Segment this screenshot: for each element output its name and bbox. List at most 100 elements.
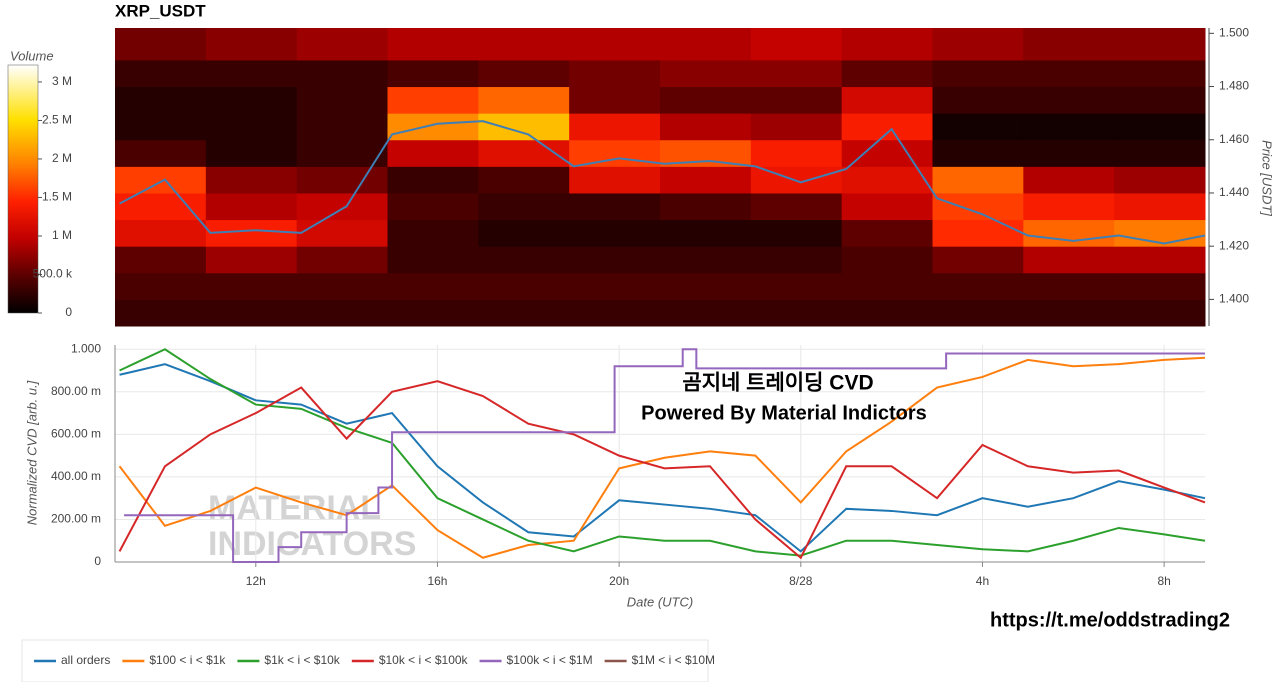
heatmap-cell xyxy=(660,192,752,221)
heatmap-cell xyxy=(841,139,933,167)
heatmap-cell xyxy=(115,139,207,167)
heatmap-cell xyxy=(115,272,207,300)
heatmap-cell xyxy=(660,113,752,141)
heatmap-cell xyxy=(478,113,570,141)
heatmap-cell xyxy=(205,113,298,141)
heatmap-cell xyxy=(296,139,388,167)
heatmap-cell xyxy=(750,246,843,274)
heatmap-cell xyxy=(1023,28,1115,61)
y-tick-label: 1.500 xyxy=(1219,25,1249,39)
heatmap-cell xyxy=(569,299,661,327)
colorbar-title: Volume xyxy=(10,48,54,63)
y-tick-label: 1.000 xyxy=(71,341,101,355)
colorbar-tick-label: 1.5 M xyxy=(42,190,72,204)
heatmap-cell xyxy=(1023,166,1115,194)
heatmap-cell xyxy=(1114,166,1206,194)
heatmap-cell xyxy=(115,113,207,141)
x-tick-label: 4h xyxy=(976,574,989,588)
heatmap-cell xyxy=(750,219,843,247)
colorbar-tick-label: 3 M xyxy=(52,74,72,88)
heatmap-cell xyxy=(841,219,933,247)
heatmap-cell xyxy=(750,272,843,300)
heatmap-cell xyxy=(660,28,752,61)
y-tick-label: 0 xyxy=(94,554,101,568)
heatmap-cell xyxy=(478,86,570,114)
heatmap-cell xyxy=(569,219,661,247)
heatmap-cell xyxy=(205,59,298,88)
y-tick-label: 400.00 m xyxy=(51,469,101,483)
heatmap-cell xyxy=(1023,299,1115,327)
heatmap-cell xyxy=(115,219,207,247)
colorbar-tick-label: 0 xyxy=(65,305,72,319)
heatmap-cell xyxy=(115,28,207,61)
heatmap-cell xyxy=(841,166,933,194)
heatmap-cell xyxy=(569,59,661,88)
y-tick-label: 200.00 m xyxy=(51,512,101,526)
heatmap-cell xyxy=(478,28,570,61)
heatmap-cell xyxy=(660,86,752,114)
heatmap-cell xyxy=(115,166,207,194)
heatmap-cell xyxy=(205,246,298,274)
heatmap-cell xyxy=(1114,272,1206,300)
heatmap-cell xyxy=(1023,86,1115,114)
heatmap-cell xyxy=(205,272,298,300)
heatmap-cell xyxy=(1114,86,1206,114)
heatmap-cell xyxy=(205,139,298,167)
heatmap-cell xyxy=(387,139,479,167)
heatmap-cell xyxy=(296,192,388,221)
heatmap-cell xyxy=(841,86,933,114)
chart-title: XRP_USDT xyxy=(115,1,206,20)
heatmap-cell xyxy=(660,219,752,247)
heatmap-cell xyxy=(296,246,388,274)
heatmap-cell xyxy=(115,86,207,114)
heatmap-cell xyxy=(387,272,479,300)
watermark-logo: MATERIAL xyxy=(208,489,381,527)
heatmap-cell xyxy=(932,28,1024,61)
heatmap-cell xyxy=(296,299,388,327)
series-line xyxy=(119,363,1206,553)
heatmap-cell xyxy=(478,219,570,247)
heatmap-cell xyxy=(841,59,933,88)
heatmap-cell xyxy=(296,166,388,194)
heatmap-cell xyxy=(387,59,479,88)
series-line xyxy=(118,380,1206,560)
heatmap-cell xyxy=(296,28,388,61)
heatmap-cell xyxy=(1023,246,1115,274)
heatmap-cell xyxy=(205,192,298,221)
heatmap-cell xyxy=(1023,192,1115,221)
heatmap-cell xyxy=(115,299,207,327)
heatmap-cell xyxy=(1114,192,1206,221)
heatmap-cell xyxy=(387,219,479,247)
heatmap-cell xyxy=(932,192,1024,221)
heatmap-cell xyxy=(387,166,479,194)
heatmap-cell xyxy=(660,166,752,194)
heatmap-cell xyxy=(205,299,298,327)
heatmap-cell xyxy=(750,86,843,114)
legend-label: all orders xyxy=(61,653,110,667)
heatmap-cell xyxy=(841,299,933,327)
heatmap-cell xyxy=(569,246,661,274)
heatmap-cell xyxy=(1114,139,1206,167)
heatmap-cell xyxy=(932,113,1024,141)
heatmap-cell xyxy=(387,86,479,114)
heatmap-cell xyxy=(1023,113,1115,141)
heatmap-cell xyxy=(387,246,479,274)
heatmap-cell xyxy=(478,166,570,194)
heatmap-cell xyxy=(660,272,752,300)
heatmap-cell xyxy=(841,192,933,221)
heatmap-cell xyxy=(296,219,388,247)
heatmap-cell xyxy=(569,139,661,167)
series-line xyxy=(124,348,1205,563)
x-tick-label: 8/28 xyxy=(789,574,813,588)
heatmap-cell xyxy=(478,192,570,221)
heatmap-cell xyxy=(1114,28,1206,61)
heatmap-cell xyxy=(569,113,661,141)
heatmap-cell xyxy=(1114,246,1206,274)
heatmap-cell xyxy=(932,272,1024,300)
heatmap-cell xyxy=(569,166,661,194)
heatmap-cell xyxy=(478,59,570,88)
heatmap-cell xyxy=(932,139,1024,167)
heatmap-cell xyxy=(932,59,1024,88)
heatmap-cell xyxy=(205,86,298,114)
